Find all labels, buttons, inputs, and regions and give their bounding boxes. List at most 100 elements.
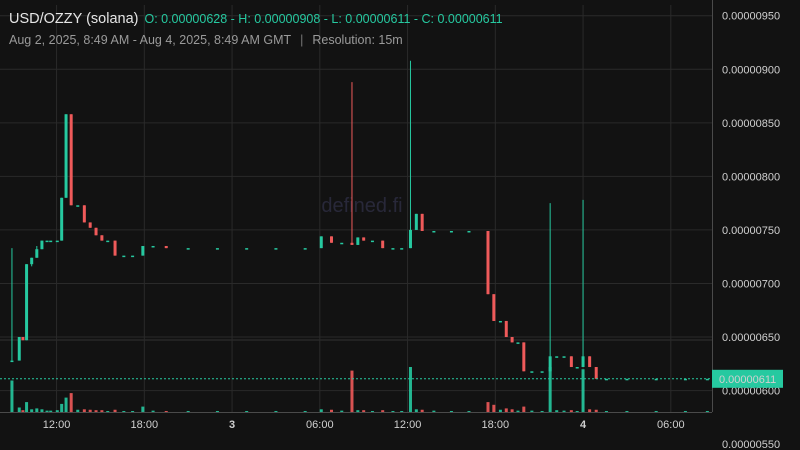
candle-body[interactable] [69,114,73,206]
candle-body[interactable] [215,248,219,250]
candle-body[interactable] [604,378,608,381]
candle-body[interactable] [76,205,80,207]
candle-body[interactable] [40,240,44,250]
volume-bar [64,397,68,412]
candle-body[interactable] [575,367,579,369]
candle-body[interactable] [420,213,424,231]
candle-body[interactable] [432,230,436,233]
candle-body[interactable] [164,245,168,249]
ohlc-values: O: 0.00000628 - H: 0.00000908 - L: 0.000… [144,12,503,26]
candle-body[interactable] [654,378,658,381]
candle-body[interactable] [683,378,687,381]
candle-body[interactable] [82,205,86,223]
y-tick-label: 0.00000750 [722,225,780,237]
volume-bar [76,409,80,412]
candle-body[interactable] [303,248,307,250]
candle-body[interactable] [245,248,249,250]
candle-body[interactable] [60,197,64,241]
volume-bars [10,367,709,412]
candle-body[interactable] [274,248,278,250]
volume-bar [100,410,104,412]
candle-body[interactable] [151,245,155,248]
chart-subheader: Aug 2, 2025, 8:49 AM - Aug 4, 2025, 8:49… [9,33,403,47]
candle-body[interactable] [88,222,92,228]
candle-body[interactable] [391,248,395,250]
candle-body[interactable] [381,240,385,249]
candle-body[interactable] [356,237,360,245]
candle-body[interactable] [122,255,126,258]
candle-body[interactable] [625,378,629,381]
candle-body[interactable] [370,240,374,243]
candle-body[interactable] [100,235,104,241]
candle-body[interactable] [581,356,585,368]
chart-header: USD/OZZY (solana) O: 0.00000628 - H: 0.00… [9,10,503,27]
candle-body[interactable] [548,356,552,372]
candle-body[interactable] [705,378,709,381]
volume-bar [504,408,508,412]
volume-bar [400,411,404,412]
volume-bar [381,410,385,412]
candle-body[interactable] [486,230,490,295]
volume-bar [391,411,395,412]
candle-body[interactable] [492,294,496,321]
candle-body[interactable] [30,257,34,265]
candle-body[interactable] [562,356,566,358]
candle-body[interactable] [408,229,412,249]
volume-bar [319,409,323,412]
candle-body[interactable] [10,360,14,363]
candle-body[interactable] [467,230,471,233]
candle-body[interactable] [25,264,29,341]
candle-body[interactable] [400,248,404,250]
candle-body[interactable] [94,227,98,236]
volume-bar [555,410,559,412]
candle-body[interactable] [113,240,117,256]
volume-bar [69,393,73,412]
volume-bar [625,411,629,412]
volume-bar [82,409,86,412]
candle-body[interactable] [141,245,145,256]
candle-body[interactable] [498,320,502,323]
volume-bar [522,406,526,412]
candle-body[interactable] [414,213,418,230]
candle-body[interactable] [35,249,39,258]
candle-body[interactable] [64,114,68,198]
candle-body[interactable] [449,230,453,233]
candle-body[interactable] [350,242,354,245]
candle-body[interactable] [55,240,59,243]
volume-bar [141,406,145,412]
volume-bar [530,410,534,412]
candle-body[interactable] [588,356,592,368]
candle-body[interactable] [569,356,573,368]
candle-body[interactable] [131,255,135,258]
x-tick-label: 4 [580,419,587,431]
candle-body[interactable] [510,337,514,343]
candle-body[interactable] [49,240,53,243]
candle-body[interactable] [555,356,559,358]
y-tick-label: 0.00000800 [722,171,780,183]
volume-bar [21,410,25,412]
candle-body[interactable] [362,237,366,241]
candle-body[interactable] [540,371,544,373]
candle-body[interactable] [330,236,334,243]
candle-body[interactable] [17,337,21,361]
candle-body[interactable] [106,240,110,243]
candles[interactable] [10,60,709,381]
candle-body[interactable] [319,236,323,249]
candle-body[interactable] [530,371,534,373]
candle-body[interactable] [21,337,25,341]
candle-body[interactable] [504,320,508,338]
candle-body[interactable] [522,342,526,372]
pair-title: USD/OZZY (solana) [9,11,139,27]
candle-body[interactable] [594,367,598,379]
candle-body[interactable] [340,242,344,245]
volume-bar [151,410,155,412]
volume-bar [420,409,424,412]
candle-body[interactable] [516,342,520,344]
candle-body[interactable] [186,248,190,250]
candle-body[interactable] [45,240,49,243]
axes [0,0,713,413]
volume-bar [370,411,374,412]
volume-bar [548,367,552,412]
